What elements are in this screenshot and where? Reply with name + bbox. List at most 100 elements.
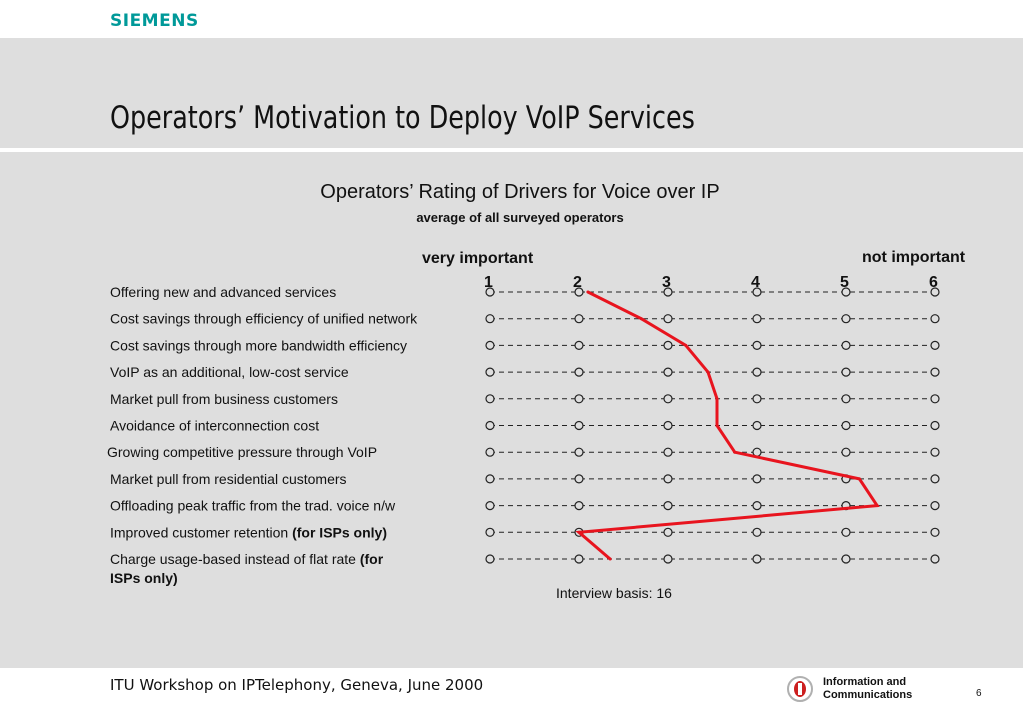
scale-marker: [930, 554, 940, 564]
scale-marker: [574, 367, 584, 377]
rating-point: [715, 424, 719, 427]
scale-marker: [930, 474, 940, 484]
scale-marker: [930, 314, 940, 324]
scale-marker: [485, 420, 495, 431]
scale-marker: [752, 394, 762, 404]
scale-marker: [752, 554, 762, 564]
scale-marker: [752, 420, 762, 431]
category-label: Cost savings through efficiency of unifi…: [110, 311, 418, 327]
scale-marker: [485, 554, 495, 564]
slide-title: Operators’ Motivation to Deploy VoIP Ser…: [110, 100, 695, 136]
scale-marker: [663, 420, 673, 431]
scale-marker: [485, 287, 495, 297]
scale-marker: [841, 554, 851, 564]
rating-point: [857, 477, 861, 481]
category-label: Avoidance of interconnection cost: [110, 418, 319, 434]
scale-marker: [930, 501, 940, 511]
scale-marker: [574, 474, 584, 484]
tick-label-4: 4: [751, 274, 760, 291]
scale-marker: [930, 420, 940, 431]
scale-marker: [930, 367, 940, 377]
title-band: [0, 38, 1023, 148]
scale-marker: [485, 474, 495, 484]
scale-marker: [841, 287, 851, 297]
scale-marker: [574, 340, 584, 350]
scale-marker: [930, 394, 940, 404]
scale-marker: [930, 527, 940, 537]
scale-marker: [574, 314, 584, 324]
scale-marker: [663, 447, 673, 457]
scale-marker: [841, 314, 851, 324]
scale-marker: [485, 340, 495, 350]
tick-label-2: 2: [573, 274, 582, 291]
scale-marker: [930, 447, 940, 457]
rating-point: [715, 397, 719, 401]
scale-marker: [574, 287, 584, 297]
scale-marker: [663, 527, 673, 537]
category-label: Offloading peak traffic from the trad. v…: [110, 498, 396, 514]
rating-point: [586, 290, 590, 294]
scale-marker: [574, 554, 584, 564]
rating-point: [577, 530, 581, 534]
top-bar: SIEMENS: [0, 0, 1023, 38]
scale-marker: [752, 287, 762, 297]
category-label: Cost savings through more bandwidth effi…: [110, 337, 407, 353]
title-divider: [0, 148, 1023, 152]
scale-marker: [574, 501, 584, 511]
scale-marker: [752, 527, 762, 537]
category-label: Improved customer retention (for ISPs on…: [110, 524, 387, 540]
info-comm-logo-icon: [787, 676, 813, 702]
scale-marker: [841, 340, 851, 350]
scale-left-label: very important: [422, 250, 534, 267]
category-label: Market pull from business customers: [110, 391, 338, 407]
tick-label-3: 3: [662, 274, 671, 291]
scale-marker: [930, 287, 940, 297]
scale-marker: [485, 527, 495, 537]
scale-marker: [841, 527, 851, 537]
rating-point: [639, 317, 643, 321]
tick-label-6: 6: [929, 274, 938, 291]
scale-marker: [841, 447, 851, 457]
scale-marker: [752, 501, 762, 511]
scale-marker: [752, 474, 762, 484]
scale-marker: [574, 420, 584, 431]
scale-marker: [485, 394, 495, 404]
rating-point: [608, 557, 612, 561]
scale-marker: [663, 394, 673, 404]
brand-text: Information and Communications: [823, 676, 912, 702]
category-label: VoIP as an additional, low-cost service: [110, 364, 349, 380]
chart-title: Operators’ Rating of Drivers for Voice o…: [320, 181, 720, 203]
scale-marker: [574, 394, 584, 404]
scale-marker: [752, 340, 762, 350]
scale-marker: [574, 447, 584, 457]
category-label: Offering new and advanced services: [110, 284, 336, 300]
scale-marker: [841, 420, 851, 431]
siemens-logo: SIEMENS: [110, 11, 199, 31]
rating-point: [733, 450, 737, 454]
category-label: Market pull from residential customers: [110, 471, 347, 487]
rating-point: [684, 343, 688, 347]
brand-line-2: Communications: [823, 689, 913, 701]
brand-line-1: Information and: [823, 676, 907, 688]
scale-marker: [485, 447, 495, 457]
scale-marker: [663, 367, 673, 377]
content-area: [0, 152, 1023, 668]
interview-basis: Interview basis: 16: [556, 585, 672, 601]
scale-marker: [841, 394, 851, 404]
scale-marker: [663, 474, 673, 484]
chart-subtitle: average of all surveyed operators: [416, 210, 624, 225]
rating-point: [706, 370, 710, 374]
scale-marker: [663, 501, 673, 511]
category-label: Growing competitive pressure through VoI…: [107, 444, 377, 460]
category-label: Charge usage-based instead of flat rate …: [110, 551, 384, 567]
category-label-line2: ISPs only): [110, 570, 178, 586]
scale-marker: [752, 367, 762, 377]
page-number: 6: [976, 688, 982, 699]
footer-text: ITU Workshop on IPTelephony, Geneva, Jun…: [110, 676, 484, 694]
scale-marker: [752, 314, 762, 324]
scale-right-label: not important: [862, 249, 966, 266]
scale-marker: [485, 314, 495, 324]
scale-marker: [841, 367, 851, 377]
tick-label-1: 1: [484, 274, 493, 291]
